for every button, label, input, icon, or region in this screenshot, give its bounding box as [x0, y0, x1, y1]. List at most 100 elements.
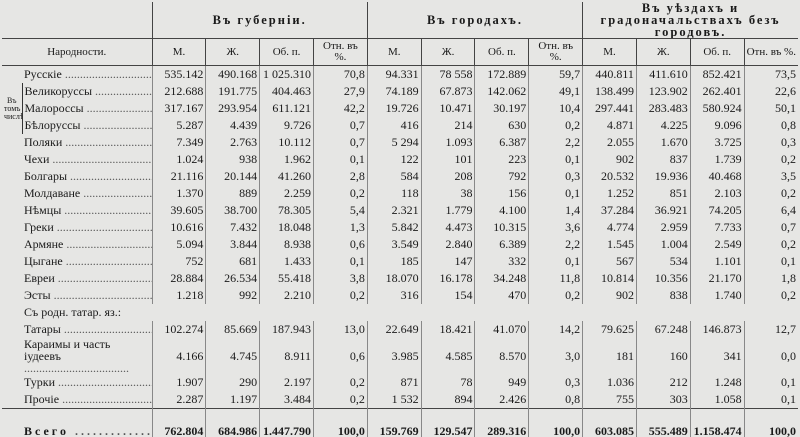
cell: 21.170: [689, 270, 745, 287]
total-cell: 762.804: [151, 408, 206, 437]
cell: 147: [420, 253, 475, 270]
cell: 567: [582, 253, 637, 270]
total-name: Всего: [22, 408, 153, 437]
group-header-row: Въ губерніи. Въ городахъ. Въ уѣздахъ и гра…: [2, 2, 798, 39]
row-name: Молдаване: [22, 185, 152, 202]
cell: 19.726: [366, 100, 422, 117]
cell: 59,7: [528, 65, 583, 83]
cell: 262.401: [689, 83, 745, 100]
cell: 2.055: [582, 134, 637, 151]
table-row: Караимы и часть іудеевъ4.1664.7458.9110,…: [2, 338, 798, 374]
cell: 1,3: [312, 219, 368, 236]
cell: 8.938: [259, 236, 314, 253]
blank: [2, 270, 22, 287]
blank: [2, 391, 22, 409]
cell: 411.610: [635, 65, 691, 83]
cell: 3.844: [205, 236, 260, 253]
cell: 902: [582, 151, 637, 168]
cell: 1.740: [689, 287, 745, 304]
group-header: Въ городахъ.: [366, 2, 583, 39]
cell: 0,7: [743, 219, 798, 236]
table-head: Въ губерніи. Въ городахъ. Въ уѣздахъ и гра…: [2, 2, 798, 66]
cell: 534: [635, 253, 691, 270]
table-row: Турки1.9072902.1970,2871789490,31.036212…: [2, 374, 798, 391]
row-name: Великоруссы: [22, 83, 153, 100]
cell: 18.421: [420, 321, 475, 338]
cell: 13,0: [312, 321, 368, 338]
cell: 1.101: [689, 253, 745, 270]
cell: 297.441: [582, 100, 637, 117]
total-cell: 684.986: [205, 408, 260, 437]
cell: 39.605: [151, 202, 206, 219]
total-cell: 1.447.790: [259, 408, 314, 437]
blank: [2, 236, 22, 253]
cell: 20.532: [582, 168, 637, 185]
cell: 156: [474, 185, 529, 202]
section-label: Съ родн. татар. яз.:: [24, 305, 122, 319]
cell: 7.733: [689, 219, 745, 236]
blank: [2, 2, 152, 39]
total-cell: 289.316: [474, 408, 529, 437]
cell: 5.287: [151, 117, 206, 134]
cell: 38.700: [205, 202, 260, 219]
cell: 889: [205, 185, 260, 202]
cell: 404.463: [259, 83, 314, 100]
cell: 3,6: [528, 219, 583, 236]
cell: 7.349: [151, 134, 206, 151]
cell: 2.287: [151, 391, 206, 409]
cell: 212: [635, 374, 691, 391]
cell: 40.468: [689, 168, 745, 185]
table-row: Малороссы317.167293.954611.12142,219.726…: [2, 100, 798, 117]
cell: 1.058: [689, 391, 745, 409]
cell: 1,4: [528, 202, 583, 219]
cell: 0,3: [528, 168, 583, 185]
cell: 6,4: [743, 202, 798, 219]
cell: 138.499: [582, 83, 637, 100]
table-row: Болгары21.11620.14441.2602,85842087920,3…: [2, 168, 798, 185]
cell: 78: [420, 374, 475, 391]
group-header: Въ губерніи.: [151, 2, 368, 39]
cell: 0,7: [312, 134, 368, 151]
cell: 2.259: [259, 185, 314, 202]
cell: 21.116: [151, 168, 206, 185]
blank: [2, 408, 22, 437]
row-name: Бѣлоруссы: [22, 117, 153, 134]
cell: 8.911: [259, 338, 314, 374]
cell: 283.483: [635, 100, 691, 117]
cell: 894: [420, 391, 475, 409]
cell: 902: [582, 287, 637, 304]
cell: 49,1: [528, 83, 583, 100]
total-cell: 100,0: [743, 408, 798, 437]
cell: 154: [420, 287, 475, 304]
cell: 3.985: [366, 338, 422, 374]
total-cell: 1.158.474: [689, 408, 745, 437]
row-name-text: Армяне: [24, 237, 152, 251]
cell: 214: [420, 117, 475, 134]
cell: 12,7: [743, 321, 798, 338]
cell: 10.112: [259, 134, 314, 151]
table-row: Молдаване1.3708892.2590,2118381560,11.25…: [2, 185, 798, 202]
cell: 0,1: [312, 253, 368, 270]
cell: 852.421: [689, 65, 745, 83]
cell: 10.315: [474, 219, 529, 236]
blank: [2, 253, 22, 270]
cell: 3,8: [312, 270, 368, 287]
cell: 223: [474, 151, 529, 168]
cell: 122: [366, 151, 422, 168]
cell: 70,8: [312, 65, 368, 83]
cell: 74.189: [366, 83, 422, 100]
cell: 22,6: [743, 83, 798, 100]
cell: 1 532: [366, 391, 422, 409]
cell: 94.331: [366, 65, 422, 83]
cell: 0,1: [528, 185, 583, 202]
cell: 0,2: [312, 374, 368, 391]
cell: 2.763: [205, 134, 260, 151]
table-row: Греки10.6167.43218.0481,35.8424.47310.31…: [2, 219, 798, 236]
cell: 0,2: [743, 287, 798, 304]
cell: 85.669: [205, 321, 260, 338]
cell: 0,2: [528, 117, 583, 134]
cell: 0,3: [743, 134, 798, 151]
column-header: М.: [582, 38, 637, 66]
cell: 2.197: [259, 374, 314, 391]
